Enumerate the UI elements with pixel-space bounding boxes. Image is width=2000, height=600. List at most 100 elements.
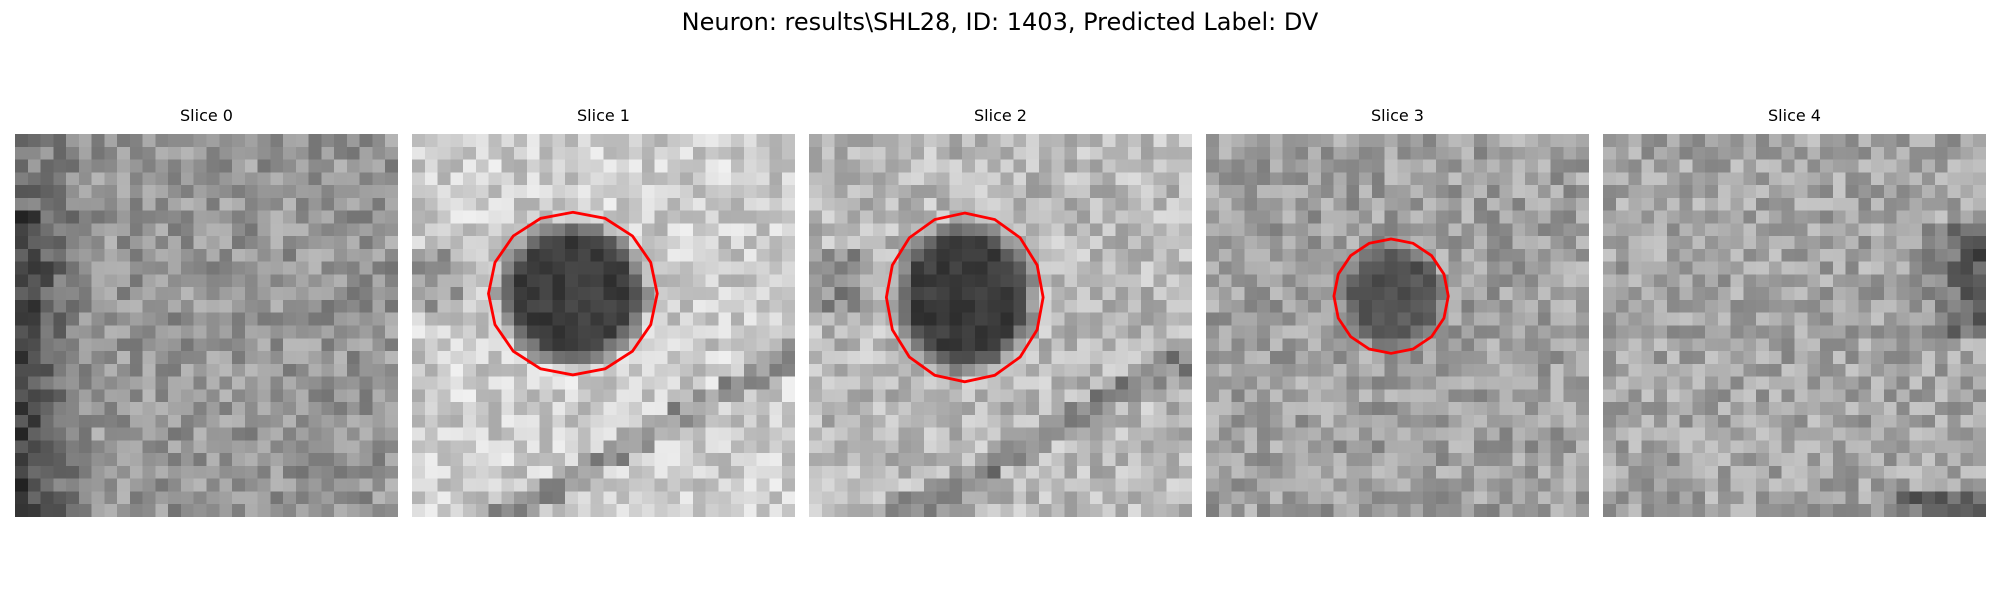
pixel xyxy=(1820,299,1834,313)
pixel xyxy=(1512,223,1526,237)
pixel xyxy=(232,414,246,428)
pixel xyxy=(1730,287,1744,301)
pixel xyxy=(450,465,464,479)
pixel xyxy=(53,453,67,467)
pixel xyxy=(577,236,591,250)
pixel xyxy=(911,414,925,428)
pixel xyxy=(1423,465,1437,479)
pixel xyxy=(1089,325,1103,339)
pixel xyxy=(117,236,131,250)
pixel xyxy=(1679,363,1693,377)
pixel xyxy=(1244,312,1258,326)
pixel xyxy=(424,185,438,199)
pixel xyxy=(1603,427,1617,441)
pixel xyxy=(1244,248,1258,262)
pixel xyxy=(782,453,795,467)
pixel xyxy=(1026,146,1040,160)
pixel xyxy=(1257,274,1271,288)
pixel xyxy=(1807,146,1821,160)
pixel xyxy=(1909,414,1923,428)
pixel xyxy=(53,287,67,301)
pixel xyxy=(860,248,874,262)
pixel xyxy=(514,274,528,288)
pixel xyxy=(412,274,426,288)
pixel xyxy=(1896,210,1910,224)
pixel xyxy=(53,376,67,390)
pixel xyxy=(1666,376,1680,390)
pixel xyxy=(552,351,566,365)
pixel xyxy=(437,312,451,326)
pixel xyxy=(1102,427,1116,441)
pixel xyxy=(1102,312,1116,326)
pixel xyxy=(756,197,770,211)
pixel xyxy=(1115,465,1129,479)
pixel xyxy=(1960,414,1974,428)
pixel xyxy=(1960,261,1974,275)
pixel xyxy=(270,376,284,390)
pixel xyxy=(1807,504,1821,517)
pixel xyxy=(756,274,770,288)
pixel xyxy=(193,440,207,454)
pixel xyxy=(1807,338,1821,352)
pixel xyxy=(1051,236,1065,250)
pixel xyxy=(1038,210,1052,224)
pixel xyxy=(1871,389,1885,403)
pixel xyxy=(1128,185,1142,199)
pixel xyxy=(1705,389,1719,403)
pixel xyxy=(590,325,604,339)
pixel xyxy=(412,427,426,441)
pixel xyxy=(1295,159,1309,173)
pixel xyxy=(860,146,874,160)
pixel xyxy=(91,376,105,390)
pixel xyxy=(1794,376,1808,390)
pixel xyxy=(372,325,386,339)
pixel xyxy=(1474,491,1488,505)
pixel xyxy=(1423,185,1437,199)
pixel xyxy=(424,197,438,211)
pixel xyxy=(1423,210,1437,224)
pixel xyxy=(1051,134,1065,148)
pixel xyxy=(743,210,757,224)
pixel xyxy=(654,210,668,224)
pixel xyxy=(756,440,770,454)
pixel xyxy=(1628,427,1642,441)
pixel xyxy=(1717,134,1731,148)
pixel xyxy=(1909,287,1923,301)
pixel xyxy=(1666,440,1680,454)
pixel xyxy=(1909,134,1923,148)
pixel xyxy=(78,453,92,467)
pixel xyxy=(1768,351,1782,365)
pixel xyxy=(1717,389,1731,403)
pixel xyxy=(1371,440,1385,454)
pixel xyxy=(731,185,745,199)
pixel xyxy=(1845,172,1859,186)
pixel xyxy=(27,504,41,517)
pixel xyxy=(860,504,874,517)
pixel xyxy=(1934,325,1948,339)
pixel xyxy=(514,504,528,517)
pixel xyxy=(1038,351,1052,365)
pixel xyxy=(1807,134,1821,148)
pixel xyxy=(809,185,823,199)
pixel xyxy=(1448,504,1462,517)
pixel xyxy=(1461,197,1475,211)
pixel xyxy=(463,478,477,492)
pixel xyxy=(949,197,963,211)
pixel xyxy=(450,236,464,250)
pixel xyxy=(295,351,309,365)
pixel xyxy=(1947,159,1961,173)
pixel xyxy=(1896,338,1910,352)
pixel xyxy=(142,312,156,326)
pixel xyxy=(1371,504,1385,517)
pixel xyxy=(27,210,41,224)
pixel xyxy=(629,414,643,428)
pixel xyxy=(308,299,322,313)
pixel xyxy=(539,414,553,428)
pixel xyxy=(270,172,284,186)
pixel xyxy=(1320,325,1334,339)
pixel xyxy=(1089,414,1103,428)
pixel xyxy=(1871,236,1885,250)
pixel xyxy=(27,376,41,390)
pixel xyxy=(1115,274,1129,288)
pixel xyxy=(450,414,464,428)
